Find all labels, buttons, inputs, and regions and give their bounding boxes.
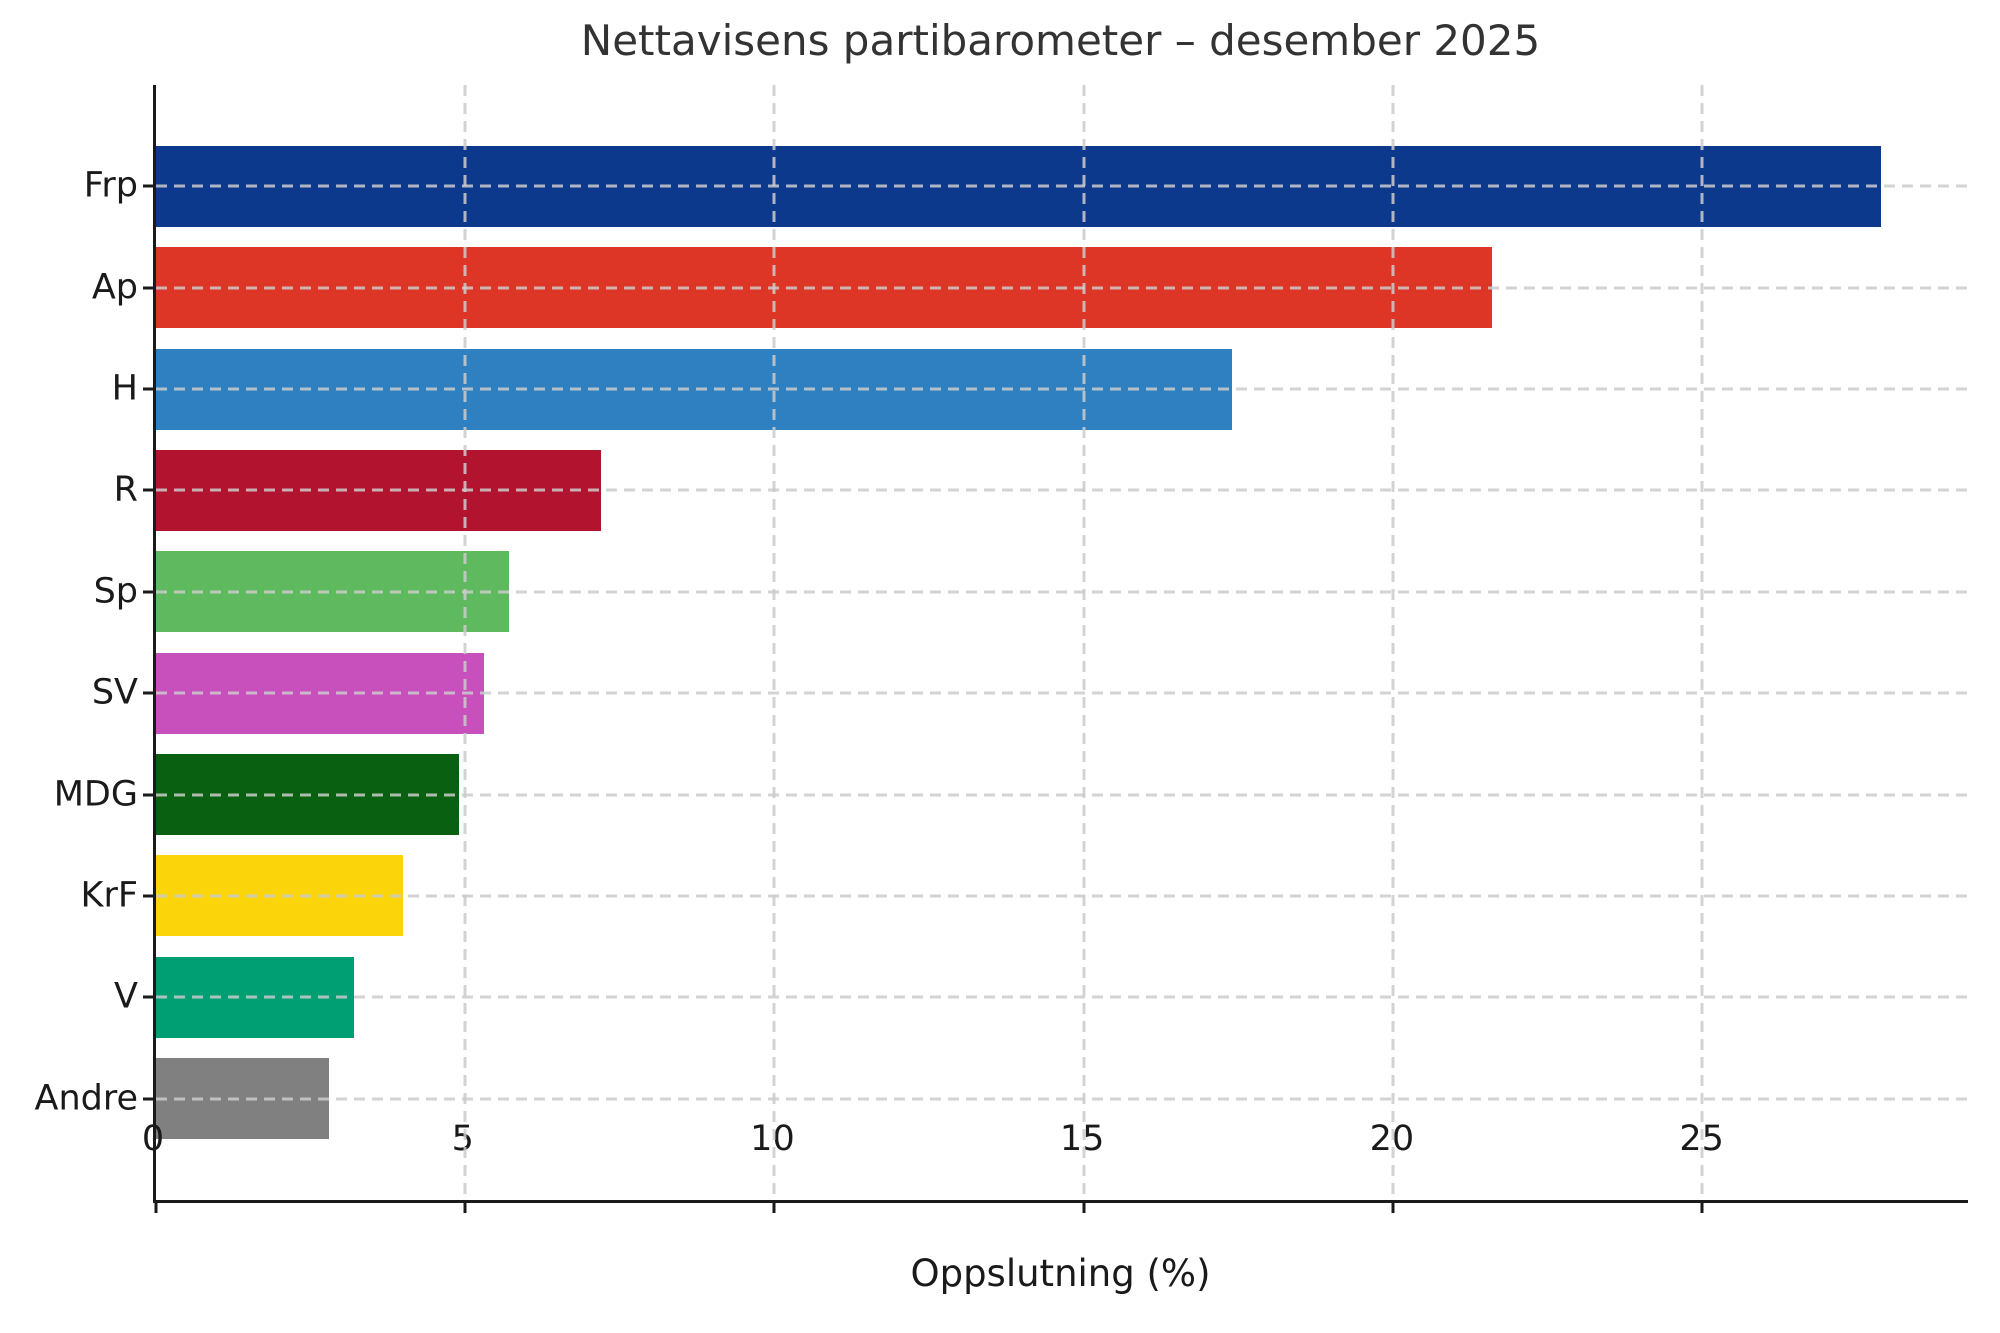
y-tick-mark-r: [143, 488, 153, 492]
gridline-horizontal-mdg: [156, 793, 1968, 797]
x-tick-label-5: 5: [452, 1119, 474, 1159]
y-tick-label-frp: Frp: [83, 165, 138, 206]
y-tick-mark-sv: [143, 691, 153, 695]
y-tick-mark-ap: [143, 286, 153, 290]
x-tick-label-10: 10: [750, 1119, 795, 1159]
y-tick-label-andre: Andre: [34, 1078, 139, 1119]
gridline-horizontal-r: [156, 488, 1968, 492]
gridline-horizontal-frp: [156, 184, 1968, 188]
gridline-vertical-20: [1391, 85, 1395, 1200]
y-tick-mark-h: [143, 387, 153, 391]
y-tick-label-sv: SV: [91, 672, 138, 713]
y-tick-mark-krf: [143, 894, 153, 898]
x-tick-mark-0: [154, 1203, 158, 1213]
gridline-horizontal-ap: [156, 286, 1968, 290]
y-tick-mark-andre: [143, 1097, 153, 1101]
y-tick-mark-frp: [143, 184, 153, 188]
gridline-horizontal-v: [156, 995, 1968, 999]
gridline-horizontal-h: [156, 387, 1968, 391]
y-tick-label-sp: Sp: [93, 571, 138, 612]
y-tick-mark-v: [143, 995, 153, 999]
gridline-horizontal-krf: [156, 894, 1968, 898]
y-tick-mark-sp: [143, 590, 153, 594]
y-tick-mark-mdg: [143, 793, 153, 797]
y-tick-label-mdg: MDG: [53, 774, 138, 815]
y-tick-label-ap: Ap: [91, 267, 138, 308]
gridline-vertical-15: [1082, 85, 1086, 1200]
gridline-horizontal-sp: [156, 590, 1968, 594]
gridline-horizontal-sv: [156, 691, 1968, 695]
plot-area: Frp Ap H R Sp SV MDG KrF V Andre: [35, 85, 1968, 1213]
gridline-vertical-5: [463, 85, 467, 1200]
gridline-vertical-25: [1700, 85, 1704, 1200]
x-tick-mark-20: [1391, 1203, 1395, 1213]
x-tick-mark-10: [772, 1203, 776, 1213]
y-tick-label-r: R: [113, 469, 138, 510]
x-tick-mark-5: [463, 1203, 467, 1213]
x-tick-label-0: 0: [141, 1119, 165, 1159]
y-tick-label-h: H: [111, 368, 138, 409]
chart-title: Nettavisens partibarometer – desember 20…: [580, 16, 1541, 65]
x-axis-label: Oppslutning (%): [910, 1252, 1211, 1295]
y-tick-label-v: V: [114, 976, 138, 1017]
gridline-horizontal-andre: [156, 1097, 1968, 1101]
gridline-vertical-10: [772, 85, 776, 1200]
y-tick-label-krf: KrF: [80, 875, 138, 916]
x-tick-mark-15: [1082, 1203, 1086, 1213]
x-tick-mark-25: [1700, 1203, 1704, 1213]
